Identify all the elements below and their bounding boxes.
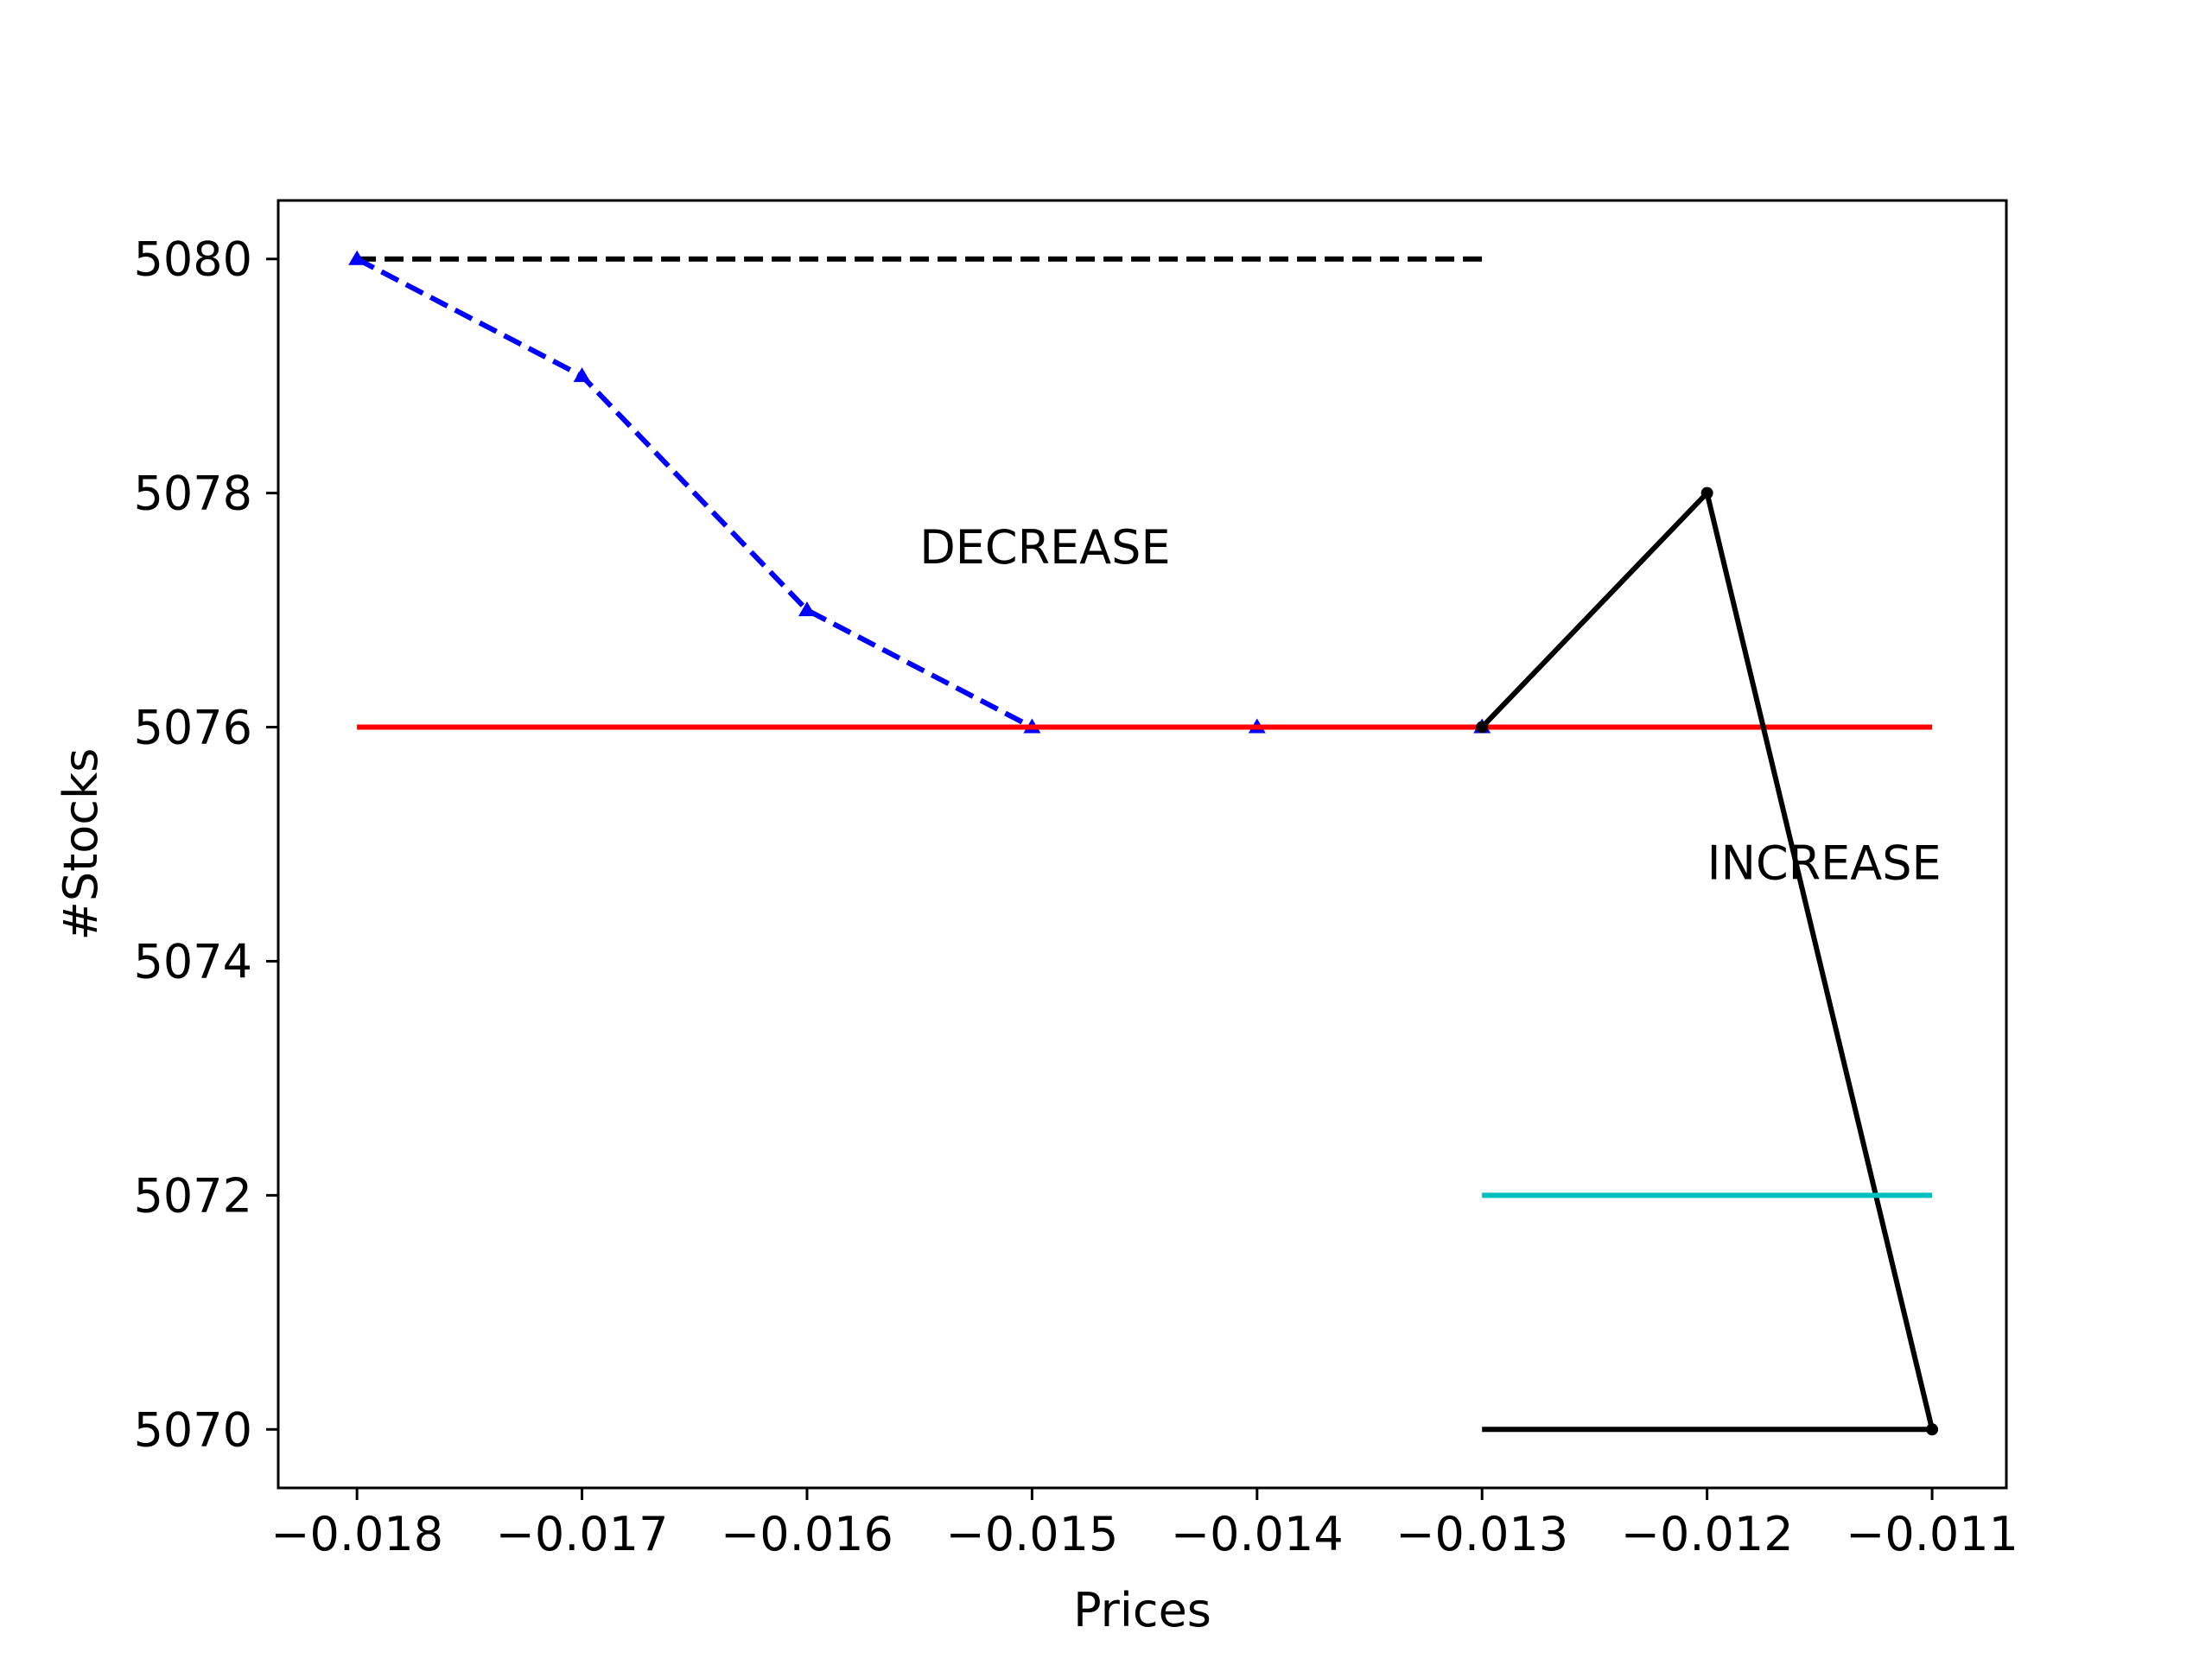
series-line-1 — [355, 257, 1483, 730]
x-axis-label: Prices — [1073, 1583, 1211, 1637]
y-tick-label: 5070 — [134, 1402, 252, 1457]
series-line-3 — [1480, 490, 1936, 1431]
x-tick-label: −0.016 — [721, 1507, 893, 1561]
series-point — [1476, 721, 1489, 734]
plot-frame — [276, 199, 2008, 1490]
series-point — [1700, 486, 1713, 499]
x-tick-label: −0.015 — [945, 1507, 1118, 1561]
y-tick-label: 5078 — [134, 467, 252, 521]
x-tick-label: −0.018 — [270, 1507, 443, 1561]
series-point — [573, 367, 591, 383]
y-tick-label: 5080 — [134, 232, 252, 287]
x-tick-label: −0.013 — [1395, 1507, 1568, 1561]
y-axis-label: #Stocks — [54, 748, 108, 941]
y-tick-label: 5074 — [134, 934, 252, 988]
x-tick-label: −0.011 — [1846, 1507, 2018, 1561]
y-axis-ticks: 5070 5072 5074 5076 5078 5080 — [134, 232, 278, 1457]
y-tick-label: 5076 — [134, 701, 252, 755]
annotation-decrease: DECREASE — [919, 520, 1170, 575]
series-point — [348, 250, 366, 265]
x-tick-label: −0.014 — [1171, 1507, 1344, 1561]
x-axis-ticks: −0.018 −0.017 −0.016 −0.015 −0.014 −0.013 −0.0… — [270, 1488, 2018, 1561]
series-point — [798, 601, 816, 617]
x-tick-label: −0.012 — [1621, 1507, 1794, 1561]
x-tick-label: −0.017 — [496, 1507, 669, 1561]
series-layer — [348, 250, 1939, 1436]
y-tick-label: 5072 — [134, 1168, 252, 1223]
annotation-layer: DECREASE INCREASE — [919, 520, 1941, 891]
annotation-increase: INCREASE — [1707, 836, 1942, 891]
